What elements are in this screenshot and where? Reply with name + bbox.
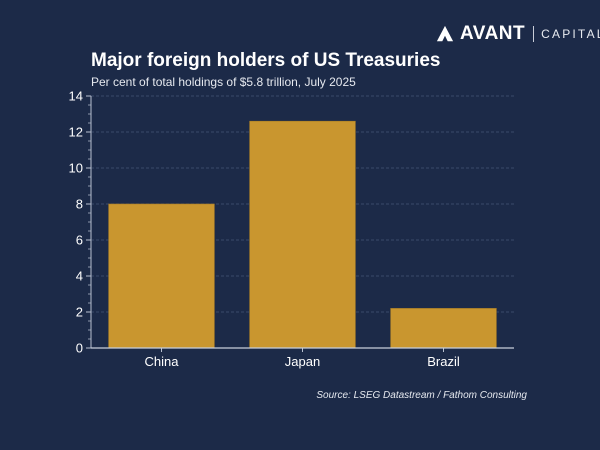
chart-subtitle: Per cent of total holdings of $5.8 trill…	[91, 75, 356, 89]
brand-sub: CAPITAL	[541, 27, 600, 41]
y-tick-label: 8	[76, 197, 83, 212]
x-tick-label: China	[145, 354, 180, 369]
brand-logo: AVANT CAPITAL	[436, 22, 600, 46]
y-tick-label: 4	[76, 269, 83, 284]
y-tick-label: 0	[76, 341, 83, 356]
y-tick-label: 12	[69, 125, 83, 140]
source-note: Source: LSEG Datastream / Fathom Consult…	[316, 390, 527, 401]
y-tick-label: 6	[76, 233, 83, 248]
y-tick-label: 10	[69, 161, 83, 176]
bars	[108, 120, 497, 349]
brand-name: AVANT	[460, 23, 526, 44]
y-axis: 0 2 4 6 8 10 12 14	[69, 89, 92, 356]
bar-brazil	[390, 308, 497, 349]
x-tick-label: Brazil	[427, 354, 460, 369]
bar-japan	[249, 120, 356, 349]
bar-china	[108, 203, 215, 349]
y-tick-label: 2	[76, 305, 83, 320]
x-tick-label: Japan	[285, 354, 320, 369]
avant-logo-icon	[436, 25, 454, 42]
brand-divider	[533, 26, 535, 42]
chart-title: Major foreign holders of US Treasuries	[91, 50, 441, 71]
x-axis: China Japan Brazil	[91, 347, 514, 369]
y-tick-label: 14	[69, 89, 83, 104]
